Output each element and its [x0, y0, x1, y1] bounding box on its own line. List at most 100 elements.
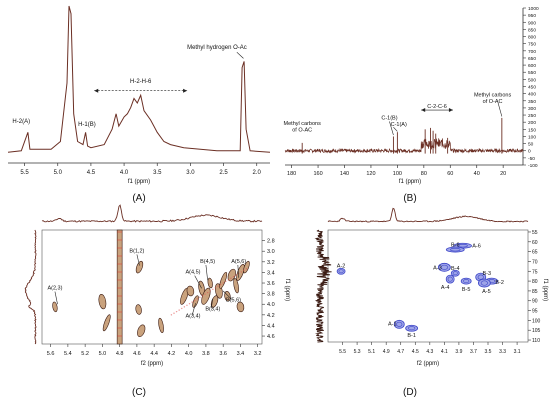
- panel-d-y-tick-label: 100: [532, 318, 541, 324]
- panel-d-peak-label: B-6: [451, 243, 460, 249]
- panel-c-x-tick-label: 4.6: [133, 351, 141, 357]
- panel-b-y-tick-label: 200: [528, 120, 536, 126]
- panel-c-diagonal-dot: [178, 309, 180, 311]
- panel-c-label: (C): [132, 387, 146, 398]
- panel-d-label: (D): [403, 387, 417, 398]
- panel-d-cross-peak-inner: [338, 269, 344, 274]
- panel-c-diagonal-dot: [183, 306, 186, 308]
- panel-c-annotation: B(3,4): [205, 307, 220, 313]
- panel-c-diagonal-dot: [232, 275, 235, 278]
- panel-c-x-tick-label: 5.4: [64, 351, 72, 357]
- panel-c-solvent-band: [116, 229, 123, 345]
- panel-b-x-tick-label: 20: [500, 171, 506, 177]
- panel-b-y-tick-label: 800: [528, 35, 536, 41]
- panel-b-y-tick-label: 550: [528, 70, 536, 76]
- panel-d-x-tick-label: 4.5: [412, 349, 419, 355]
- panel-c-y-label: f1 (ppm): [284, 279, 290, 301]
- panel-c-cross-peak: [135, 260, 144, 274]
- panel-a-x-tick-label: 3.5: [153, 170, 162, 176]
- panel-d-cross-peak: [405, 324, 419, 332]
- panel-b-y-tick-label: 900: [528, 20, 536, 26]
- panel-d-x-tick-label: 4.7: [397, 349, 404, 355]
- panel-b-arrowhead-right: [448, 108, 453, 113]
- panel-d-x-tick-label: 5.5: [339, 349, 346, 355]
- panel-b-pointer-methyl: [497, 102, 503, 117]
- panel-c-diagonal-dot: [222, 282, 224, 284]
- panel-b-peaks: [301, 117, 503, 154]
- panel-c-y-tick-label: 2.8: [267, 239, 275, 245]
- panel-a-arrowhead-left: [94, 88, 99, 93]
- panel-b-y-tick-label: 500: [528, 77, 536, 83]
- panel-d-cross-peaks: A-2 A-1 B-1 A-6 B-6 A-3 B-4 B-3 B-2 A-4 B-5 A-5: [336, 243, 504, 339]
- panel-b-y-tick-label: 850: [528, 27, 536, 33]
- panel-c-cross-peak: [236, 301, 245, 313]
- panel-c-diagonal-dot: [173, 312, 175, 314]
- panel-c-diagonal-dot: [194, 299, 196, 302]
- panel-c-diagonal-dot: [217, 285, 219, 287]
- panel-d-y-tick-label: 65: [532, 250, 538, 256]
- panel-c-x-tick-label: 3.2: [254, 351, 262, 357]
- panel-d-x-tick-label: 3.1: [514, 349, 521, 355]
- panel-c-pointer: [191, 303, 196, 316]
- panel-b-spectrum-line: [284, 138, 524, 154]
- panel-d-top-projection: [327, 207, 529, 223]
- panel-b-pointer-c1b: [389, 121, 394, 136]
- panel-c-cross-peak: [243, 260, 250, 274]
- panel-c-x-tick-label: 4.0: [185, 351, 193, 357]
- panel-c-pointer: [205, 264, 208, 281]
- panel-d-x-tick-label: 3.7: [470, 349, 477, 355]
- panel-c-cross-peak: [192, 295, 199, 308]
- panel-c-x-tick-label: 3.6: [219, 351, 227, 357]
- panel-a-x-tick-label: 3.0: [186, 170, 195, 176]
- panel-d-x-tick-label: 4.9: [383, 349, 390, 355]
- panel-c-x-label: f2 (ppm): [141, 361, 163, 367]
- panel-c-top-projection: [41, 204, 263, 223]
- panel-b-y-tick-label: 650: [528, 56, 536, 62]
- panel-b-y-tick-label: -50: [528, 156, 535, 162]
- panel-c-annotation: A(2,3): [47, 285, 62, 291]
- panel-a-annotation: H-1(B): [78, 122, 96, 128]
- panel-d-cross-peak-inner: [447, 276, 453, 282]
- panel-c-y-tick-label: 3.0: [267, 249, 275, 255]
- panel-c-cross-peak: [102, 314, 111, 332]
- panel-b-x-tick-label: 60: [447, 171, 453, 177]
- panel-c-pointer: [136, 254, 140, 266]
- panel-c-x-tick-label: 5.0: [99, 351, 107, 357]
- panel-c-annotation: A(5,6): [231, 259, 246, 265]
- panel-d-y-tick-label: 85: [532, 289, 538, 295]
- panel-a-x-tick-label: 5.0: [54, 170, 63, 176]
- panel-d-cross-peak: [336, 267, 346, 275]
- panel-b-y-tick-label: 750: [528, 42, 536, 48]
- panel-c-x-tick-label: 5.2: [81, 351, 89, 357]
- panel-d-cross-peak-inner: [440, 264, 448, 270]
- panel-c-diagonal-dot: [225, 280, 227, 283]
- panel-d-peak-label: B-3: [482, 271, 491, 277]
- panel-a-x-tick-label: 4.5: [87, 170, 96, 176]
- panel-b-y-tick-label: 400: [528, 92, 536, 98]
- panel-c-diagonal-dot: [206, 291, 209, 294]
- panel-d-x-tick-label: 3.5: [485, 349, 492, 355]
- panel-c-diagonal-dot: [191, 301, 193, 303]
- panel-a-x-tick-label: 2.5: [219, 170, 228, 176]
- panel-b-annotation: C-2-C-6: [427, 104, 447, 110]
- panel-b-13c-spectrum: 180 160 140 120 100 80 60 40 2010009509008508007…: [284, 6, 539, 204]
- panel-c-y-tick-label: 3.8: [267, 292, 275, 298]
- panel-c-diagonal-dot: [170, 314, 173, 316]
- panel-b-pointer-c1a: [393, 126, 398, 132]
- panel-d-peak-label: B-1: [407, 333, 416, 339]
- panel-a-arrowhead-right: [183, 88, 188, 93]
- panel-d-cross-peak-inner: [480, 280, 488, 286]
- panel-d-peak-label: A-2: [337, 263, 346, 269]
- panel-d-y-tick-label: 105: [532, 328, 541, 334]
- panel-b-x-tick-label: 80: [421, 171, 427, 177]
- panel-b-y-tick-label: 150: [528, 127, 536, 133]
- panel-d-x-tick-label: 5.1: [368, 349, 375, 355]
- panel-a-x-tick-label: 5.5: [20, 170, 29, 176]
- panel-a-annotations: H-2(A) H-1(B) H-2-H-6 Methyl hydrogen O-Ac: [12, 45, 246, 128]
- panel-b-ticks: 180 160 140 120 100 80 60 40 2010009509008508007…: [287, 6, 539, 177]
- panel-a-label: (A): [132, 193, 145, 204]
- panel-d-peak-label: A-4: [441, 285, 450, 291]
- panel-c-y-tick-label: 3.6: [267, 281, 275, 287]
- panel-d-peak-label: B-5: [462, 287, 471, 293]
- panel-c-y-tick-label: 4.0: [267, 302, 275, 308]
